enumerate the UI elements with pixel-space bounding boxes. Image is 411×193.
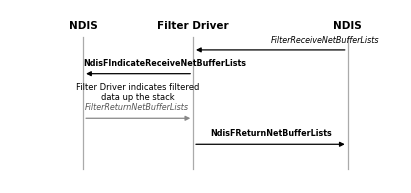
Text: FilterReceiveNetBufferLists: FilterReceiveNetBufferLists bbox=[271, 36, 380, 45]
Text: NdisFIndicateReceiveNetBufferLists: NdisFIndicateReceiveNetBufferLists bbox=[83, 59, 246, 68]
Text: Filter Driver: Filter Driver bbox=[157, 21, 229, 30]
Text: Filter Driver indicates filtered
data up the stack: Filter Driver indicates filtered data up… bbox=[76, 83, 199, 102]
Text: FilterReturnNetBufferLists: FilterReturnNetBufferLists bbox=[85, 103, 189, 112]
Text: NDIS: NDIS bbox=[69, 21, 97, 30]
Text: NdisFReturnNetBufferLists: NdisFReturnNetBufferLists bbox=[210, 129, 332, 138]
Text: NDIS: NDIS bbox=[333, 21, 362, 30]
